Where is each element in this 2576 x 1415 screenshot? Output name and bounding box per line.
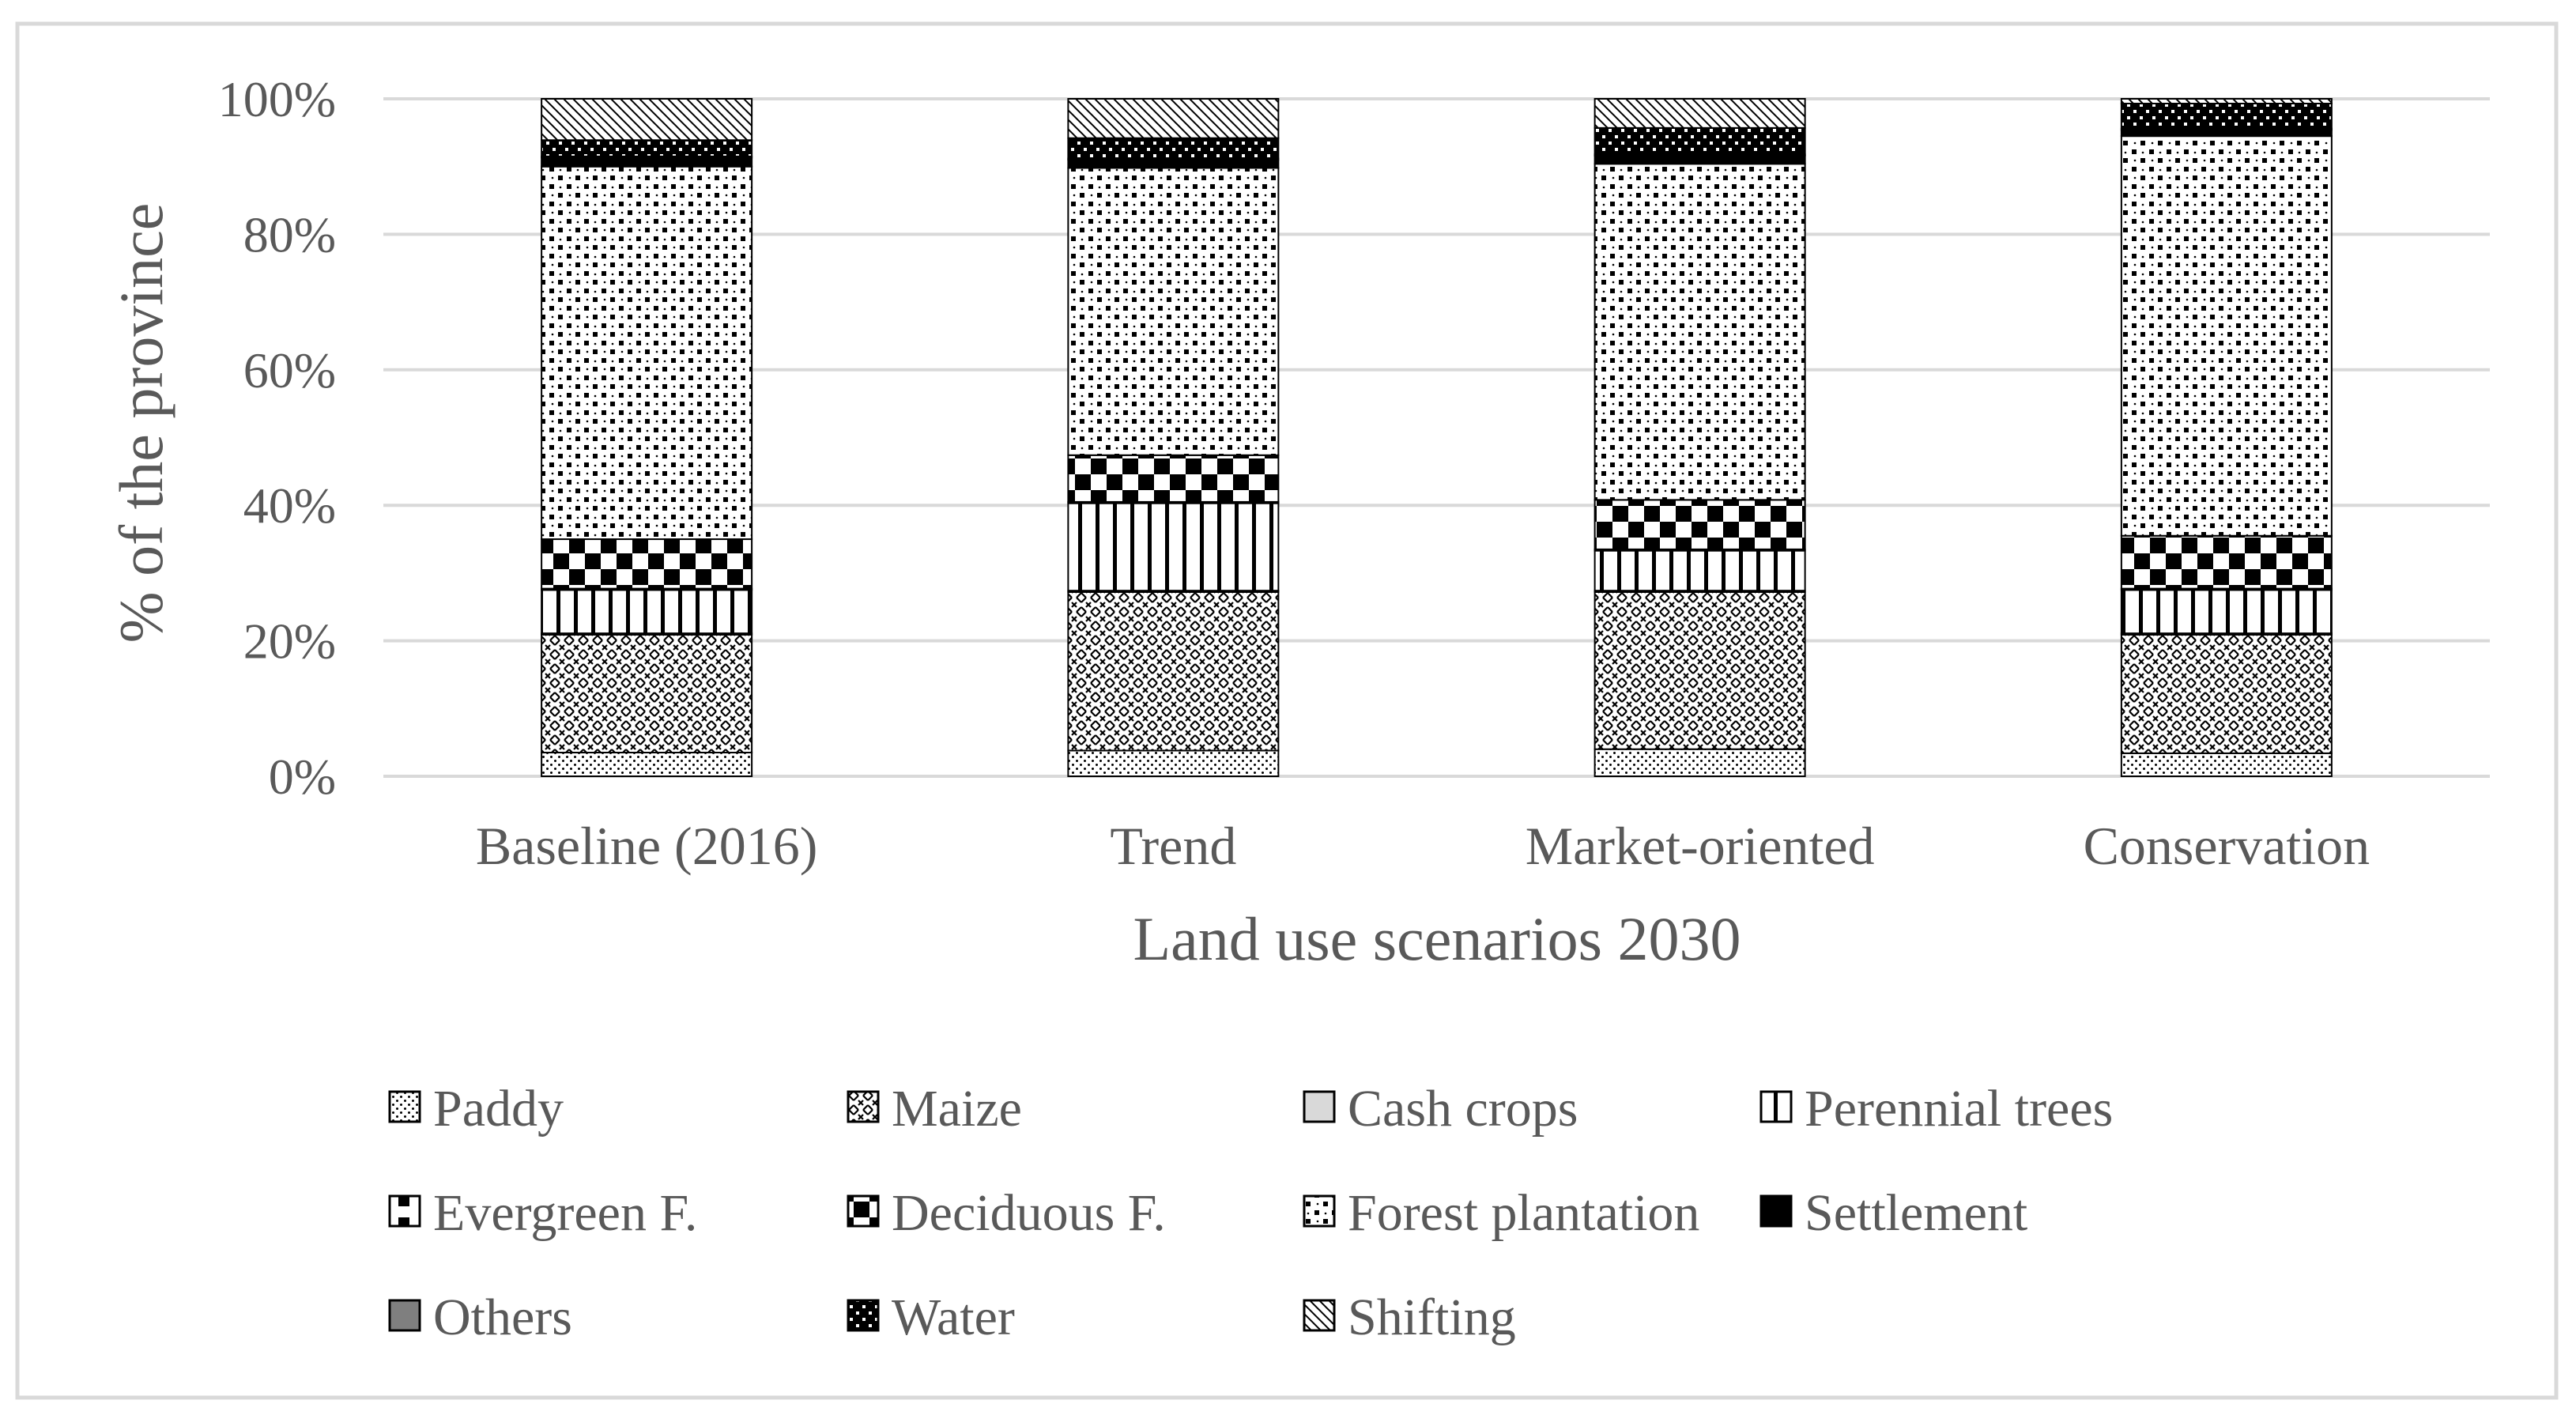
legend-item-perennial-trees: Perennial trees <box>1759 1080 2113 1138</box>
legend-item-evergreen-f: Evergreen F. <box>388 1184 697 1242</box>
bar-segment-settlement <box>1593 154 1806 165</box>
bar-segment-settlement <box>2120 129 2333 138</box>
bar-segment-forest-plantation <box>1067 167 1280 456</box>
legend-label: Settlement <box>1805 1184 2027 1242</box>
legend-label: Others <box>433 1289 572 1346</box>
y-tick-label: 60% <box>243 342 336 398</box>
bar-stacks <box>541 98 2333 778</box>
legend-swatch <box>388 1194 421 1228</box>
x-category-label: Conservation <box>2084 816 2370 876</box>
bar-stack-market-oriented <box>1593 98 1806 777</box>
legend-item-settlement: Settlement <box>1759 1184 2027 1242</box>
bar-segment-shifting <box>2120 98 2333 104</box>
bar-segment-paddy <box>1067 749 1280 778</box>
bar-segment-deciduous-f <box>1593 499 1806 550</box>
y-tick-label: 20% <box>243 613 336 670</box>
legend-swatch <box>847 1194 880 1228</box>
legend-label: Evergreen F. <box>433 1184 697 1242</box>
legend-swatch <box>1303 1194 1336 1228</box>
bar-segment-paddy <box>1593 748 1806 777</box>
legend-item-maize: Maize <box>847 1080 1022 1138</box>
legend-label: Paddy <box>433 1080 564 1138</box>
y-tick-labels: 0% 20% 40% 60% 80% 100% <box>218 71 336 805</box>
legend-item-others: Others <box>388 1289 572 1346</box>
x-category-label: Market-oriented <box>1526 816 1875 876</box>
legend-item-cash-crops: Cash crops <box>1303 1080 1578 1138</box>
y-tick-label: 100% <box>218 71 336 127</box>
y-tick-label: 80% <box>243 206 336 262</box>
bar-segment-paddy <box>541 752 753 778</box>
bar-stack-trend <box>1067 98 1280 778</box>
bar-stack-baseline-2016 <box>541 98 753 778</box>
bar-segment-perennial-trees <box>1593 549 1806 592</box>
legend-swatch <box>1303 1299 1336 1332</box>
legend: Paddy Maize Cash crops Perennial trees Everg… <box>388 1080 2113 1346</box>
legend-item-shifting: Shifting <box>1303 1289 1516 1346</box>
x-category-label: Trend <box>1110 816 1236 876</box>
y-tick-label: 40% <box>243 477 336 534</box>
bar-segment-forest-plantation <box>1593 163 1806 501</box>
legend-label: Forest plantation <box>1348 1184 1699 1242</box>
legend-swatch <box>1759 1090 1793 1123</box>
x-axis-title: Land use scenarios 2030 <box>1133 904 1741 973</box>
legend-swatch <box>1303 1090 1336 1123</box>
bar-segment-forest-plantation <box>541 165 753 541</box>
bar-segment-water <box>2120 102 2333 130</box>
bar-segment-deciduous-f <box>2120 534 2333 590</box>
bar-stack-conservation <box>2120 98 2333 777</box>
bar-segment-maize <box>541 633 753 754</box>
legend-label: Shifting <box>1348 1289 1516 1346</box>
legend-item-forest-plantation: Forest plantation <box>1303 1184 1699 1242</box>
legend-swatch <box>847 1299 880 1332</box>
legend-swatch <box>847 1090 880 1123</box>
legend-swatch <box>388 1090 421 1123</box>
bar-segment-perennial-trees <box>541 589 753 635</box>
bar-segment-forest-plantation <box>2120 135 2333 537</box>
legend-item-deciduous-f: Deciduous F. <box>847 1184 1166 1242</box>
legend-label: Deciduous F. <box>892 1184 1166 1242</box>
bar-segment-settlement <box>1067 159 1280 169</box>
y-axis-title: % of the province <box>107 203 175 643</box>
bar-segment-shifting <box>541 98 753 142</box>
bar-segment-perennial-trees <box>2120 589 2333 635</box>
legend-swatch <box>1759 1194 1793 1228</box>
bar-segment-water <box>1593 126 1806 156</box>
bar-segment-shifting <box>1067 98 1280 139</box>
x-category-labels: Baseline (2016) Trend Market-oriented Conse… <box>476 816 2370 876</box>
legend-label: Cash crops <box>1348 1080 1578 1138</box>
bar-segment-shifting <box>1593 98 1806 129</box>
bar-segment-paddy <box>2120 752 2333 777</box>
y-tick-label: 0% <box>269 749 336 805</box>
legend-swatch <box>388 1299 421 1332</box>
legend-item-paddy: Paddy <box>388 1080 564 1138</box>
bar-segment-perennial-trees <box>1067 502 1280 592</box>
bar-segment-maize <box>1067 591 1280 752</box>
chart-frame <box>15 21 2559 1400</box>
bar-segment-settlement <box>541 157 753 168</box>
x-category-label: Baseline (2016) <box>476 816 817 876</box>
legend-label: Water <box>892 1289 1015 1346</box>
bar-segment-water <box>541 139 753 157</box>
bar-segment-deciduous-f <box>541 538 753 590</box>
legend-label: Perennial trees <box>1805 1080 2113 1138</box>
bar-segment-deciduous-f <box>1067 454 1280 503</box>
bar-segment-maize <box>2120 633 2333 754</box>
legend-label: Maize <box>892 1080 1022 1138</box>
bar-segment-maize <box>1593 591 1806 750</box>
legend-item-water: Water <box>847 1289 1015 1346</box>
bar-segment-water <box>1067 137 1280 160</box>
